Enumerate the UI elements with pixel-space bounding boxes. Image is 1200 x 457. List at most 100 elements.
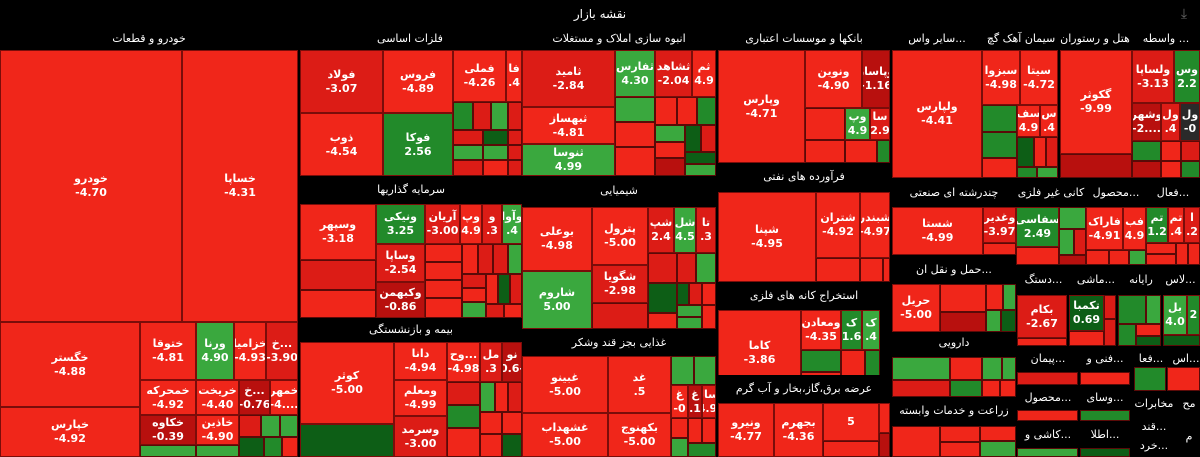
treemap-tile[interactable] [508, 130, 522, 145]
treemap-tile[interactable] [1003, 284, 1016, 310]
treemap-tile[interactable] [239, 415, 261, 437]
treemap-tile[interactable]: غد .5 [608, 356, 671, 413]
treemap-tile[interactable] [1109, 250, 1129, 265]
treemap-tile[interactable] [264, 437, 282, 457]
treemap-tile[interactable] [486, 274, 498, 304]
treemap-tile[interactable] [478, 244, 493, 274]
treemap-tile[interactable] [140, 445, 196, 457]
treemap-tile[interactable] [940, 284, 986, 312]
treemap-tile[interactable]: شپ 2.4 [648, 207, 674, 253]
treemap-tile[interactable]: ثامید -2.84 [522, 50, 615, 107]
treemap-tile[interactable] [447, 382, 480, 405]
treemap-tile[interactable] [940, 312, 986, 332]
treemap-tile[interactable] [1069, 331, 1104, 346]
treemap-tile[interactable] [462, 288, 486, 302]
treemap-tile[interactable] [1086, 250, 1109, 265]
treemap-tile[interactable]: خاذین -4.90 [196, 415, 239, 445]
treemap-tile[interactable] [425, 244, 462, 262]
treemap-tile[interactable]: خودرو -4.70 [0, 50, 182, 322]
treemap-tile[interactable] [688, 418, 702, 443]
treemap-tile[interactable] [425, 280, 462, 298]
treemap-tile[interactable]: وغدیر -3.97 [983, 207, 1016, 243]
treemap-tile[interactable]: فوکا 2.56 [383, 113, 453, 176]
treemap-tile[interactable]: فا .4 [506, 50, 522, 102]
treemap-tile[interactable] [940, 442, 980, 457]
treemap-tile[interactable]: وکبهمن -0.86 [376, 282, 425, 318]
treemap-tile[interactable]: خریخت -4.40 [196, 380, 239, 415]
treemap-tile[interactable] [1080, 372, 1130, 385]
treemap-tile[interactable]: کوثر -5.00 [300, 342, 394, 424]
treemap-tile[interactable] [462, 302, 486, 318]
treemap-tile[interactable] [980, 426, 1016, 441]
treemap-tile[interactable] [1104, 319, 1116, 346]
treemap-tile[interactable] [615, 97, 655, 122]
treemap-tile[interactable] [702, 305, 716, 329]
treemap-tile[interactable] [508, 244, 522, 274]
treemap-tile[interactable]: خزامیا -4.93 [234, 322, 266, 380]
treemap-tile[interactable] [801, 350, 841, 372]
treemap-tile[interactable] [1118, 324, 1136, 346]
treemap-tile[interactable]: ورنا 4.90 [196, 322, 234, 380]
treemap-tile[interactable] [486, 304, 504, 318]
treemap-tile[interactable]: وسرمد -3.00 [394, 416, 447, 457]
treemap-tile[interactable]: خمحرکه -4.92 [140, 380, 196, 415]
treemap-tile[interactable] [1163, 335, 1200, 346]
treemap-tile[interactable] [447, 428, 480, 457]
treemap-tile[interactable]: تا .3 [696, 207, 716, 253]
treemap-tile[interactable]: شاروم 5.00 [522, 271, 592, 329]
treemap-tile[interactable]: ثشاهد -2.04 [655, 50, 692, 97]
treemap-tile[interactable]: ولساپا -3.13 [1132, 50, 1174, 103]
treemap-tile[interactable] [671, 356, 694, 385]
treemap-tile[interactable]: ختوقا -4.81 [140, 322, 196, 380]
treemap-tile[interactable] [508, 160, 522, 176]
treemap-tile[interactable] [453, 102, 473, 130]
treemap-tile[interactable] [1146, 254, 1176, 265]
treemap-tile[interactable] [425, 262, 462, 280]
treemap-tile[interactable] [508, 102, 522, 130]
treemap-tile[interactable] [982, 105, 1017, 132]
treemap-tile[interactable] [983, 243, 1016, 255]
treemap-tile[interactable] [883, 258, 890, 282]
treemap-tile[interactable]: ول -0 [1180, 103, 1200, 141]
treemap-tile[interactable]: ثنوسا 4.99 [522, 144, 615, 176]
treemap-tile[interactable] [655, 158, 685, 176]
treemap-tile[interactable] [986, 284, 1003, 310]
treemap-tile[interactable] [1181, 161, 1200, 178]
treemap-tile[interactable] [982, 158, 1017, 178]
treemap-tile[interactable]: دانا -4.94 [394, 342, 447, 380]
treemap-tile[interactable]: ومعادن -4.35 [801, 310, 841, 350]
treemap-tile[interactable] [1034, 137, 1046, 167]
treemap-tile[interactable]: شگویا -2.98 [592, 265, 648, 303]
treemap-tile[interactable]: خساپا -4.31 [182, 50, 298, 322]
treemap-tile[interactable]: غ -0 [671, 385, 688, 418]
treemap-tile[interactable] [453, 160, 483, 176]
treemap-tile[interactable] [1017, 338, 1067, 346]
treemap-tile[interactable]: وپارس -4.71 [718, 50, 805, 163]
treemap-tile[interactable] [860, 258, 883, 282]
treemap-tile[interactable]: پترول -5.00 [592, 207, 648, 265]
treemap-tile[interactable] [498, 274, 510, 304]
treemap-tile[interactable]: آریان -3.00 [425, 204, 460, 244]
treemap-tile[interactable]: خکاوه -0.39 [140, 415, 196, 445]
treemap-tile[interactable]: سا 2.9 [870, 108, 890, 140]
treemap-tile[interactable] [1059, 255, 1086, 265]
treemap-tile[interactable] [1134, 367, 1166, 391]
treemap-tile[interactable] [615, 147, 655, 176]
treemap-tile[interactable] [1017, 137, 1034, 167]
treemap-tile[interactable] [261, 415, 280, 437]
treemap-tile[interactable] [504, 304, 522, 318]
treemap-tile[interactable] [677, 317, 702, 329]
treemap-tile[interactable]: غسالم-4.91 [702, 385, 716, 418]
treemap-tile[interactable] [1146, 243, 1176, 254]
treemap-tile[interactable] [694, 356, 716, 385]
treemap-tile[interactable]: ثبهساز -4.81 [522, 107, 615, 144]
treemap-tile[interactable]: شستا -4.99 [892, 207, 983, 255]
treemap-tile[interactable]: تم 1.2 [1146, 207, 1168, 243]
treemap-tile[interactable] [877, 140, 890, 163]
treemap-tile[interactable]: وساپا -2.54 [376, 244, 425, 282]
treemap-tile[interactable] [1000, 380, 1016, 397]
treemap-tile[interactable] [282, 437, 298, 457]
treemap-tile[interactable] [592, 303, 648, 329]
treemap-tile[interactable]: ونیرو -4.77 [718, 403, 774, 457]
treemap-tile[interactable] [648, 313, 677, 329]
